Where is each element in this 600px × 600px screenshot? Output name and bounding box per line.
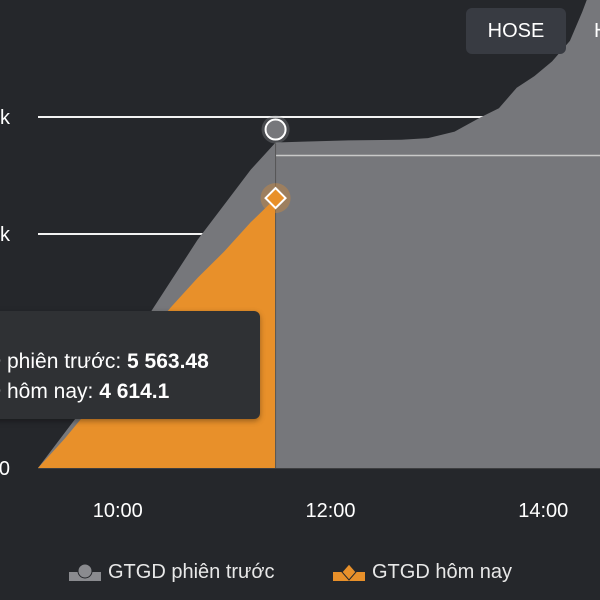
diamond-marker-icon [333,562,365,581]
legend-label-today: GTGD hôm nay [372,561,513,583]
legend-item-previous-session[interactable]: GTGD phiên trước [68,561,275,584]
marker-point-today [264,186,287,210]
y-tick-label-1: k [0,224,11,246]
tooltip-row-previous: D phiên trước: 5 563.48 [0,347,260,377]
marker-point-previous [264,118,287,141]
tooltip-row-today: D hôm nay: 4 614.1 [0,377,260,407]
tooltip-label-previous: D phiên trước: [0,350,128,373]
label-layer: 10:00 12:00 14:00 0 k k [0,107,568,522]
chart-legend: GTGD phiên trước GTGD hôm nay [0,555,600,595]
chart-tooltip: D phiên trước: 5 563.48 D hôm nay: 4 614… [0,311,260,419]
y-tick-label-2: k [0,107,11,129]
tooltip-label-today: D hôm nay: [0,380,94,403]
x-tick-label-1: 12:00 [305,500,355,522]
x-tick-label-0: 10:00 [93,500,143,522]
tooltip-value-previous: 5 563.48 [127,350,209,373]
y-tick-label-0: 0 [0,458,10,480]
circle-marker-icon [69,563,101,581]
exchange-tab-hose[interactable]: HOSE [466,8,566,54]
marker-layer [260,115,291,214]
x-tick-label-2: 14:00 [518,500,568,522]
exchange-tab-next[interactable]: H [592,8,600,54]
tooltip-value-today: 4 614.1 [99,380,170,403]
legend-label-previous-session: GTGD phiên trước [108,561,275,583]
legend-item-today[interactable]: GTGD hôm nay [332,561,512,584]
